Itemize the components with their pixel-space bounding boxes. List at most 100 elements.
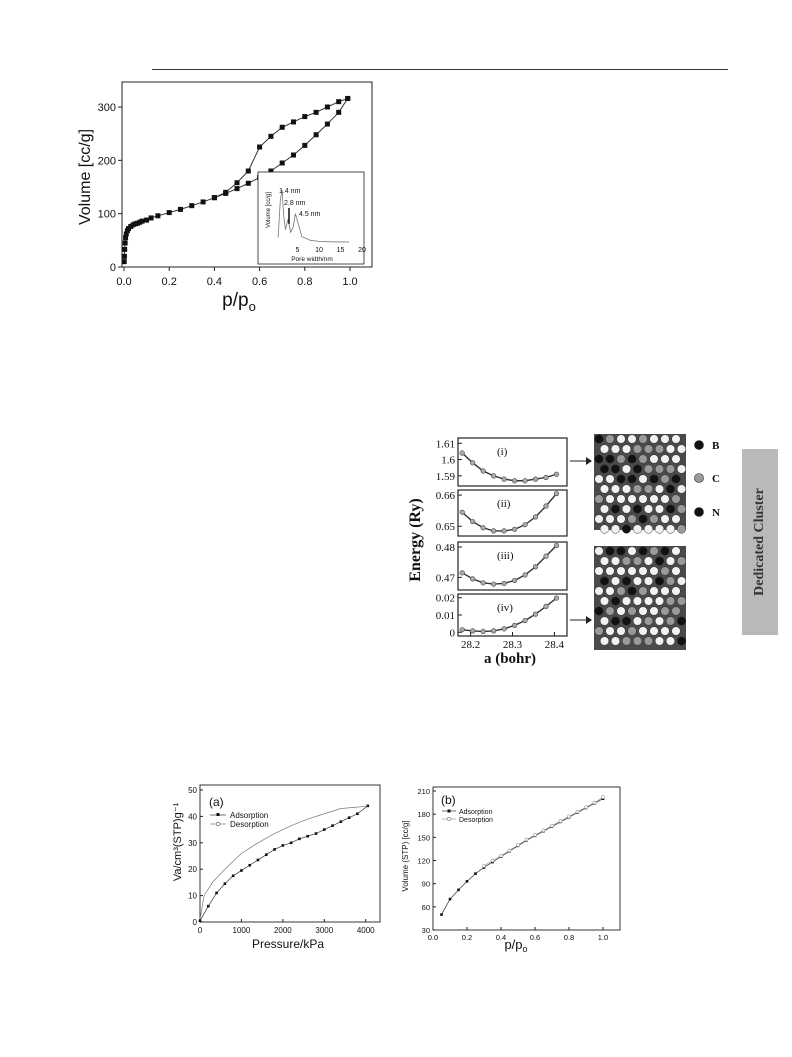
desorption-point bbox=[592, 800, 597, 805]
y-tick-label: 1.61 bbox=[436, 438, 455, 450]
data-point bbox=[148, 215, 154, 221]
lattice-atom bbox=[627, 606, 637, 616]
desorption-point bbox=[516, 843, 520, 847]
y-tick-label: 300 bbox=[98, 102, 116, 114]
adsorption-point bbox=[215, 891, 218, 895]
adsorption-point bbox=[465, 880, 469, 883]
x-tick-label: 2000 bbox=[274, 926, 292, 935]
data-point bbox=[189, 203, 195, 209]
energy-curve bbox=[462, 597, 557, 633]
y-tick-label: 210 bbox=[417, 787, 430, 796]
energy-point bbox=[511, 478, 518, 484]
adsorption-point bbox=[516, 844, 520, 848]
adsorption-point bbox=[306, 834, 310, 838]
side-tab[interactable]: Dedicated Cluster bbox=[742, 449, 778, 635]
lattice-atom bbox=[632, 576, 643, 586]
lattice-atom bbox=[605, 626, 615, 636]
energy-point bbox=[470, 576, 476, 582]
lattice-atom bbox=[665, 556, 676, 566]
lattice-atom bbox=[605, 454, 615, 464]
lattice-atom bbox=[632, 596, 643, 606]
x-tick-label: 0.8 bbox=[564, 933, 574, 942]
adsorption-point bbox=[356, 812, 359, 816]
data-point bbox=[123, 235, 129, 241]
lattice-atom bbox=[665, 616, 676, 626]
energy-point bbox=[522, 617, 528, 624]
energy-curve bbox=[461, 452, 557, 482]
x-tick-label: 0.0 bbox=[116, 276, 131, 288]
legend-label: Desorption bbox=[230, 820, 269, 829]
inset-annotation: 4.5 nm bbox=[299, 211, 321, 218]
lattice-atom bbox=[671, 606, 681, 616]
x-tick-label: 0.4 bbox=[207, 276, 222, 288]
adsorption-point bbox=[474, 872, 477, 875]
data-point bbox=[200, 199, 206, 205]
desorption-point bbox=[558, 819, 563, 823]
energy-point bbox=[459, 570, 465, 576]
lattice-atom bbox=[610, 464, 621, 474]
lattice-atom bbox=[638, 474, 648, 484]
data-point bbox=[144, 217, 150, 223]
lattice-atom bbox=[610, 504, 621, 514]
desorption-point bbox=[575, 810, 580, 814]
legend-label: C bbox=[712, 473, 720, 485]
lattice-atom bbox=[649, 454, 659, 464]
energy-point bbox=[532, 611, 539, 617]
lattice-atom bbox=[616, 454, 626, 464]
lattice-atom bbox=[643, 524, 654, 534]
x-tick-label: 1.0 bbox=[342, 276, 357, 288]
lattice-atom bbox=[660, 514, 670, 524]
adsorption-point bbox=[298, 837, 301, 841]
y-tick-label: 0 bbox=[110, 262, 116, 274]
inset-x-tick-label: 15 bbox=[337, 247, 345, 254]
energy-point bbox=[459, 450, 465, 456]
data-point bbox=[257, 174, 263, 180]
x-tick-label: 0.6 bbox=[530, 933, 540, 942]
energy-point bbox=[553, 490, 560, 497]
lattice-atom bbox=[605, 494, 615, 504]
energy-point bbox=[480, 580, 486, 586]
data-point bbox=[245, 180, 251, 186]
data-point bbox=[166, 210, 172, 216]
lattice-atom bbox=[660, 474, 670, 484]
panel-label: (i) bbox=[497, 446, 508, 458]
data-point bbox=[135, 220, 141, 226]
y-tick-label: 200 bbox=[98, 155, 116, 167]
lattice-atom bbox=[676, 524, 687, 534]
lattice-atom bbox=[649, 566, 659, 576]
lattice-atom bbox=[665, 636, 676, 646]
structure-lattice bbox=[594, 546, 686, 650]
lattice-atom bbox=[649, 546, 659, 556]
adsorption-point bbox=[482, 866, 486, 869]
y-tick-label: 180 bbox=[417, 810, 430, 819]
adsorption-point bbox=[264, 853, 268, 856]
inset-y-label: Volume [cc/g] bbox=[266, 192, 272, 228]
adsorption-point bbox=[584, 806, 588, 810]
lattice-atom bbox=[616, 586, 626, 596]
lattice-atom bbox=[632, 524, 643, 534]
lattice-atom bbox=[638, 514, 648, 524]
legend-marker-desorption bbox=[446, 816, 451, 821]
y-axis-label: Volume [cc/g] bbox=[77, 129, 94, 225]
y-tick-label: 20 bbox=[188, 865, 197, 874]
data-point bbox=[123, 231, 129, 237]
plot-frame bbox=[432, 786, 621, 931]
lattice-atom bbox=[671, 494, 681, 504]
lattice-atom bbox=[665, 484, 676, 494]
energy-point bbox=[459, 509, 465, 515]
desorption-point bbox=[482, 864, 486, 868]
lattice-atom bbox=[671, 626, 681, 636]
energy-point bbox=[532, 476, 539, 482]
lattice-atom bbox=[660, 494, 670, 504]
legend-marker-n bbox=[694, 507, 704, 517]
chart-b-y-label: Volume (STP) [cc/g] bbox=[401, 820, 410, 891]
lattice-atom bbox=[643, 636, 654, 646]
data-point bbox=[245, 168, 251, 174]
energy-point bbox=[511, 622, 518, 628]
lattice-atom bbox=[599, 464, 610, 474]
lattice-atom bbox=[632, 504, 643, 514]
data-point bbox=[291, 152, 296, 158]
panel-label: (a) bbox=[209, 795, 224, 809]
lattice-atom bbox=[621, 524, 632, 534]
lattice-atom bbox=[643, 596, 654, 606]
